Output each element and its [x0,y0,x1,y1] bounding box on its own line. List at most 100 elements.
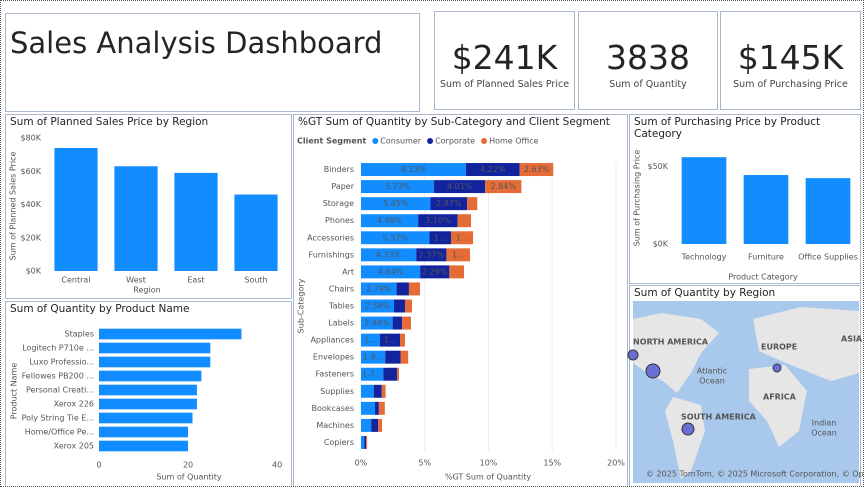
data-label: 4.01% [447,182,473,191]
y-tick-label: Phones [325,216,354,225]
legend-entry: Consumer [380,137,422,146]
map-label: EUROPE [761,343,797,352]
bar [361,367,384,381]
bar [418,214,458,228]
y-tick-label: Staples [64,330,94,339]
x-axis-title: Region [133,286,160,295]
bar [361,333,380,347]
chart-title: %GT Sum of Quantity by Sub-Category and … [298,116,610,128]
x-tick-label: 40 [272,461,282,470]
y-axis-title: Sum of Planned Sales Price [9,152,18,261]
bar [361,350,386,364]
y-tick-label: Supplies [320,387,354,396]
data-label: 1... [364,336,377,345]
legend-swatch [427,138,434,144]
bar [361,299,394,313]
x-axis-title: Sum of Quantity [156,473,222,482]
y-tick-label: $0K [26,267,42,276]
bar [404,299,412,313]
bar [361,435,365,449]
bar [366,435,368,449]
map-land [665,397,705,479]
map-label: SOUTH AMERICA [681,413,757,422]
bar [457,214,472,228]
map-label: Atlantic [697,367,727,376]
bar [234,194,278,271]
bar [467,197,478,211]
y-tick-label: Luxo Professio... [29,358,94,367]
bar [402,316,411,330]
bar [373,384,382,398]
y-tick-label: Xerox 205 [54,442,94,451]
y-tick-label: $60K [20,167,41,176]
bar [361,214,419,228]
map-label: AFRICA [763,393,797,402]
bar [449,265,465,279]
y-tick-label: Personal Creati... [26,386,94,395]
bar [361,197,431,211]
bar [361,418,372,432]
bar [451,231,474,245]
bar [378,401,385,415]
x-tick-label: 15% [543,459,561,468]
data-label: 2.84% [491,182,517,191]
kpi-value: $241K [451,38,558,77]
x-tick-label: Office Supplies [798,253,858,262]
y-tick-label: Chairs [329,284,354,293]
bar [393,299,405,313]
bar [99,342,211,354]
bar [378,418,383,432]
kpi-label: Sum of Planned Sales Price [439,79,570,90]
y-tick-label: $20K [20,233,41,242]
x-tick-label: 20 [183,461,193,470]
bar [392,316,403,330]
data-label: 5.37% [383,233,409,242]
y-tick-label: Fellowes PB200 ... [22,372,94,381]
chart-title: Sum of Planned Sales Price by Region [10,116,209,128]
data-label: 1... [384,336,397,345]
map-bubble [627,349,639,361]
bar [400,350,409,364]
bar [383,367,397,381]
bar [430,197,468,211]
y-tick-label: Bookcases [312,404,354,413]
bar [400,333,405,347]
kpi-label: Sum of Purchasing Price [733,79,848,90]
bar [361,248,417,262]
data-label: 4.64% [378,267,404,276]
legend-title: Client Segment [297,137,366,146]
y-tick-label: Envelopes [313,353,354,362]
y-tick-label: $40K [20,200,41,209]
y-axis-title: Sum of Purchasing Price [633,150,642,247]
y-tick-label: Poly String Tie E... [22,414,94,423]
map-label: Ocean [811,429,837,438]
bar [361,231,430,245]
bar [361,384,374,398]
x-axis-title: Product Category [728,273,798,282]
kpi-value: $145K [737,38,844,77]
x-tick-label: South [244,276,267,285]
bar [361,316,393,330]
y-tick-label: Labels [328,319,354,328]
bar [364,435,367,449]
bar [99,412,193,424]
y-tick-label: Fasteners [316,370,354,379]
y-tick-label: Furnishings [309,250,354,259]
map-bubble [645,363,661,379]
data-label: 4.22% [480,165,506,174]
x-tick-label: 20% [607,459,625,468]
chart-title: Sum of Purchasing Price by Product Categ… [634,116,821,140]
bar [114,166,158,271]
y-tick-label: Copiers [324,438,354,447]
y-axis-title: Product Name [10,363,19,420]
data-label: 1.7... [362,370,382,379]
panel: %GT Sum of Quantity by Sub-Category and … [293,114,628,486]
x-axis-title: %GT Sum of Quantity [445,473,532,482]
data-label: 3.10% [425,216,451,225]
bar [361,401,376,415]
y-tick-label: Home/Office Pe... [25,428,94,437]
bar [99,356,211,368]
data-label: 5.73% [385,182,411,191]
bar [408,282,421,296]
